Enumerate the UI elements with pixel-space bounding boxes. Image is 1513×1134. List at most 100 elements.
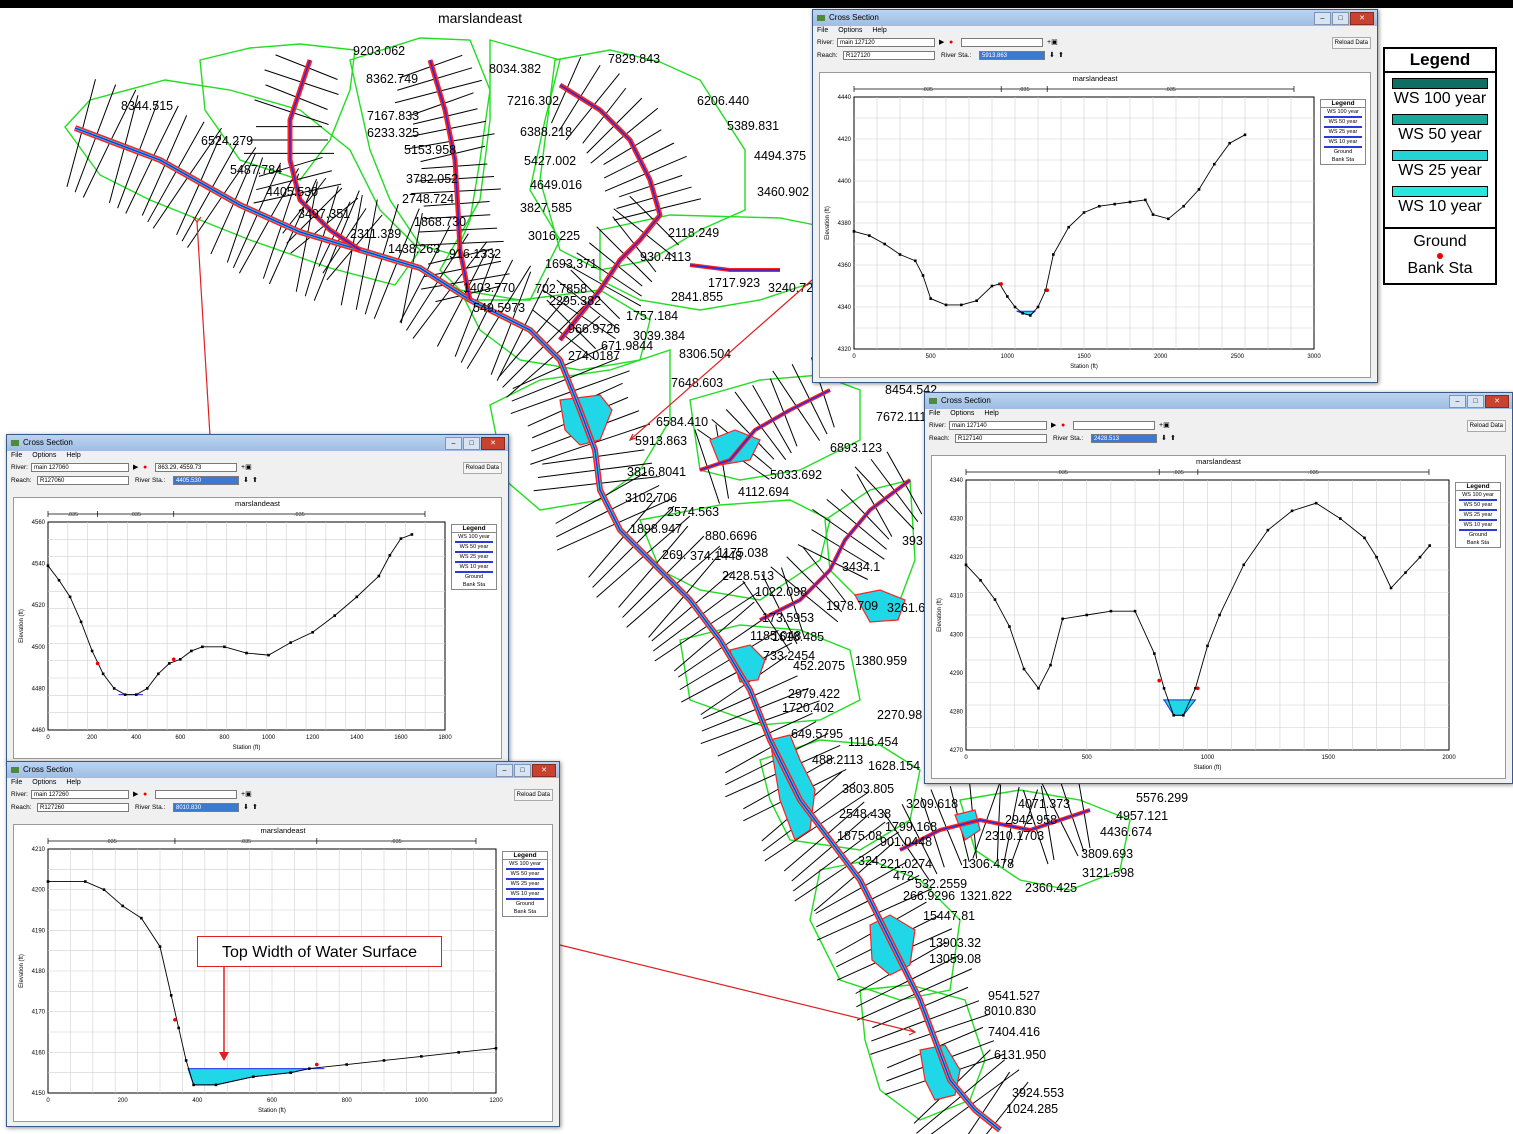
maximize-button[interactable]: □ [1332,12,1349,25]
river-station-select[interactable]: 5913.863 [979,51,1045,60]
ws-line-swatch [455,561,493,563]
river-select[interactable]: main 127140 [949,421,1047,430]
reload-data-button[interactable]: Reload Data [462,462,502,474]
window-titlebar[interactable]: Cross Section – □ ✕ [7,435,508,451]
maximize-button[interactable]: □ [1467,395,1484,408]
station-down-icon[interactable]: ⬇ [243,804,249,811]
window-titlebar[interactable]: Cross Section – □ ✕ [925,393,1512,409]
station-label: 2548.438 [839,807,891,821]
y-tick-label: 4520 [32,603,46,609]
record-icon[interactable]: ● [949,39,954,46]
plot-legend-entry: Bank Sta [513,909,537,915]
play-icon[interactable]: ▶ [939,39,945,46]
ground-point [1128,200,1132,204]
add-plot-icon[interactable]: +▣ [1047,39,1058,46]
coordinate-field[interactable] [961,38,1043,47]
legend-item-label: WS 100 year [1393,90,1487,107]
ground-point [1266,528,1270,532]
station-up-icon[interactable]: ⬆ [252,804,258,811]
station-up-icon[interactable]: ⬆ [1058,52,1064,59]
plot-legend-entry: Bank Sta [1331,157,1355,163]
menu-help[interactable]: Help [66,452,81,459]
menu-help[interactable]: Help [872,27,887,34]
minimize-button[interactable]: – [496,764,513,777]
close-button[interactable]: ✕ [481,437,505,450]
station-label: 3924.553 [1012,1086,1064,1100]
x-tick-label: 0 [46,1098,50,1104]
reach-label: Reach: [929,435,950,442]
close-button[interactable]: ✕ [532,764,556,777]
close-button[interactable]: ✕ [1350,12,1374,25]
add-plot-icon[interactable]: +▣ [241,791,252,798]
menu-help[interactable]: Help [66,779,81,786]
station-down-icon[interactable]: ⬇ [243,477,249,484]
river-station-select[interactable]: 8010.830 [173,803,239,812]
add-plot-icon[interactable]: +▣ [241,464,252,471]
y-tick-label: 4200 [32,888,46,894]
reach-select[interactable]: R127120 [843,51,935,60]
menu-options[interactable]: Options [32,779,57,786]
play-icon[interactable]: ▶ [133,464,139,471]
minimize-button[interactable]: – [1449,395,1466,408]
minimize-button[interactable]: – [1314,12,1331,25]
river-select[interactable]: main 127060 [31,463,129,472]
menu-file[interactable]: File [817,27,829,34]
plot-legend-entry: WS 100 year [1327,109,1359,115]
ground-point [1228,141,1231,145]
cross-section-window-127060[interactable]: Cross Section – □ ✕ File Options Help Rive… [6,434,509,764]
station-label: 1868.730 [414,215,466,229]
window-titlebar[interactable]: Cross Section – □ ✕ [7,762,559,778]
reach-select[interactable]: R127260 [37,803,129,812]
ground-point [252,1075,255,1079]
play-icon[interactable]: ▶ [1051,422,1057,429]
cross-section-window-127140[interactable]: Cross Section – □ ✕ File Options Help Rive… [924,392,1513,784]
river-label: River: [11,464,28,471]
plot-legend-entry: Ground [515,901,535,907]
maximize-button[interactable]: □ [463,437,480,450]
menu-file[interactable]: File [11,779,23,786]
station-label: 3803.805 [842,782,894,796]
ground-point [1082,211,1086,214]
record-icon[interactable]: ● [143,791,148,798]
cross-section-window-127120[interactable]: Cross Section – □ ✕ File Options Help Rive… [812,9,1378,383]
menu-file[interactable]: File [11,452,23,459]
station-up-icon[interactable]: ⬆ [252,477,258,484]
minimize-button[interactable]: – [445,437,462,450]
plot-panel: marslandeast 4340 4330 4320 4310 4300 4290 428… [931,455,1506,779]
station-down-icon[interactable]: ⬇ [1049,52,1055,59]
ws-line-swatch [1459,519,1497,521]
reach-select[interactable]: R127140 [955,434,1047,443]
river-select[interactable]: main 127260 [31,790,129,799]
window-titlebar[interactable]: Cross Section – □ ✕ [813,10,1377,26]
app-icon [817,15,825,21]
menu-file[interactable]: File [929,410,941,417]
coordinate-field[interactable] [155,790,237,799]
station-label: 173.5953 [762,611,814,625]
station-label: 5576.299 [1136,791,1188,805]
reach-select[interactable]: R127060 [37,476,129,485]
map-legend: Legend WS 100 year WS 50 year WS 25 year WS… [1383,47,1497,285]
menu-options[interactable]: Options [838,27,863,34]
river-station-select[interactable]: 4405.530 [173,476,239,485]
station-up-icon[interactable]: ⬆ [1170,435,1176,442]
river-select[interactable]: main 127120 [837,38,935,47]
coordinate-field[interactable]: 863.29, 4559.73 [155,463,237,472]
ground-point [1113,202,1116,206]
ws-line-swatch [506,888,544,890]
play-icon[interactable]: ▶ [133,791,139,798]
menu-options[interactable]: Options [950,410,975,417]
station-down-icon[interactable]: ⬇ [1161,435,1167,442]
coordinate-field[interactable] [1073,421,1155,430]
add-plot-icon[interactable]: +▣ [1159,422,1170,429]
y-axis-label: Elevation (ft) [19,954,25,988]
record-icon[interactable]: ● [143,464,148,471]
menu-help[interactable]: Help [984,410,999,417]
reload-data-button[interactable]: Reload Data [1331,37,1371,49]
reload-data-button[interactable]: Reload Data [513,789,553,801]
reload-data-button[interactable]: Reload Data [1466,420,1506,432]
record-icon[interactable]: ● [1061,422,1066,429]
maximize-button[interactable]: □ [514,764,531,777]
menu-options[interactable]: Options [32,452,57,459]
river-station-select[interactable]: 2428.513 [1091,434,1157,443]
close-button[interactable]: ✕ [1485,395,1509,408]
